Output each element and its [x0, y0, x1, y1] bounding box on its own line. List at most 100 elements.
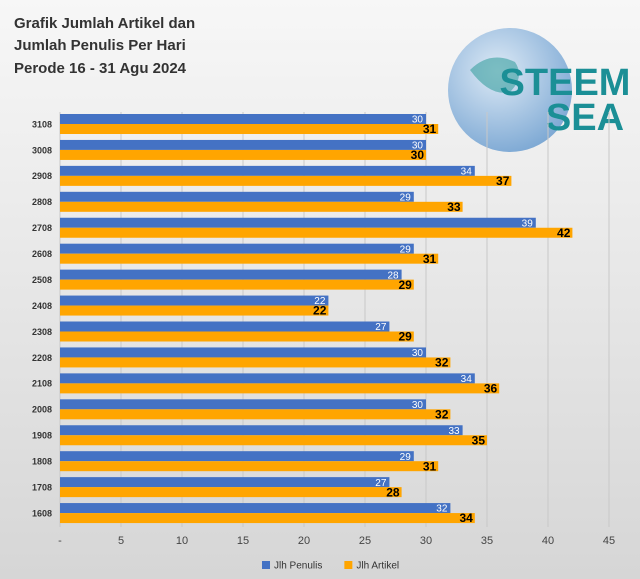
data-label: 29 [400, 452, 412, 463]
bar [60, 279, 414, 290]
bar [60, 451, 414, 462]
bar [60, 253, 439, 264]
data-label: 29 [398, 330, 412, 344]
y-tick-label: 2808 [32, 197, 52, 207]
data-label: 37 [496, 174, 510, 188]
data-label: 31 [423, 252, 437, 266]
logo: STEEM SEA [448, 28, 630, 152]
bar [60, 114, 426, 124]
x-tick-label: 35 [481, 535, 493, 547]
data-label: 29 [400, 244, 412, 255]
data-label: 27 [375, 322, 387, 333]
data-label: 35 [472, 433, 486, 447]
bar [60, 295, 329, 306]
data-label: 29 [398, 278, 412, 292]
y-tick-label: 3108 [32, 119, 52, 129]
y-tick-label: 1608 [32, 508, 52, 518]
bar [60, 425, 463, 436]
bar [60, 201, 463, 212]
data-label: 39 [522, 218, 534, 229]
y-tick-label: 2008 [32, 405, 52, 415]
bar [60, 124, 439, 134]
bar [60, 217, 536, 228]
y-tick-label: 2508 [32, 275, 52, 285]
x-tick-label: 10 [176, 535, 188, 547]
chart-title: Perode 16 - 31 Agu 2024 [14, 60, 187, 77]
data-label: 22 [314, 296, 326, 307]
data-label: 30 [412, 141, 424, 152]
x-tick-label: 25 [359, 535, 371, 547]
data-label: 30 [412, 348, 424, 359]
bar [60, 373, 475, 384]
data-label: 30 [412, 400, 424, 411]
land [470, 57, 519, 93]
y-tick-label: 2908 [32, 171, 52, 181]
data-label: 27 [375, 478, 387, 489]
y-tick-label: 2208 [32, 353, 52, 363]
bar [60, 399, 426, 410]
bar [60, 477, 390, 488]
y-tick-label: 2108 [32, 379, 52, 389]
bar [60, 461, 439, 472]
bar [60, 305, 329, 316]
chart-title: Grafik Jumlah Artikel dan [14, 15, 195, 32]
bar [60, 175, 512, 186]
x-tick-label: 30 [420, 535, 432, 547]
data-label: 32 [435, 407, 449, 421]
data-label: 28 [387, 270, 399, 281]
bar [60, 357, 451, 368]
logo-text: STEEM [500, 62, 631, 104]
bar [60, 347, 426, 358]
legend-label: Jlh Penulis [274, 561, 322, 572]
bar [60, 321, 390, 332]
y-tick-label: 2408 [32, 301, 52, 311]
data-label: 36 [484, 382, 498, 396]
y-tick-label: 1808 [32, 457, 52, 467]
data-label: 30 [411, 148, 425, 162]
data-label: 22 [313, 304, 327, 318]
data-label: 28 [386, 485, 400, 499]
bar [60, 409, 451, 420]
bar [60, 191, 414, 202]
bar [60, 331, 414, 342]
x-tick-label: 5 [118, 535, 124, 547]
bar [60, 139, 426, 150]
chart-title: Jumlah Penulis Per Hari [14, 37, 186, 54]
legend-label: Jlh Artikel [356, 561, 399, 572]
bar [60, 487, 402, 498]
legend-swatch [262, 561, 270, 569]
data-label: 34 [461, 374, 473, 385]
data-label: 31 [423, 122, 437, 136]
bar [60, 513, 475, 524]
y-tick-label: 1708 [32, 482, 52, 492]
bar [60, 383, 500, 394]
data-label: 42 [557, 226, 571, 240]
data-label: 32 [436, 504, 448, 515]
bar [60, 269, 402, 280]
x-tick-label: 40 [542, 535, 554, 547]
data-label: 34 [459, 511, 473, 525]
y-tick-label: 2608 [32, 249, 52, 259]
data-label: 31 [423, 459, 437, 473]
data-label: 34 [461, 167, 473, 178]
logo-text: SEA [546, 97, 624, 139]
bar [60, 243, 414, 254]
x-tick-label: 45 [603, 535, 615, 547]
x-tick-label: 20 [298, 535, 310, 547]
bar [60, 503, 451, 514]
y-tick-label: 2308 [32, 327, 52, 337]
y-tick-label: 3008 [32, 145, 52, 155]
x-tick-label: 15 [237, 535, 249, 547]
data-label: 32 [435, 356, 449, 370]
x-tick-label: - [58, 535, 62, 547]
legend-swatch [344, 561, 353, 569]
bar [60, 227, 573, 238]
y-tick-label: 2708 [32, 223, 52, 233]
bar [60, 435, 487, 446]
data-label: 30 [412, 115, 424, 126]
y-tick-label: 1908 [32, 431, 52, 441]
data-label: 33 [448, 426, 460, 437]
bar [60, 149, 426, 160]
data-label: 29 [400, 192, 412, 203]
